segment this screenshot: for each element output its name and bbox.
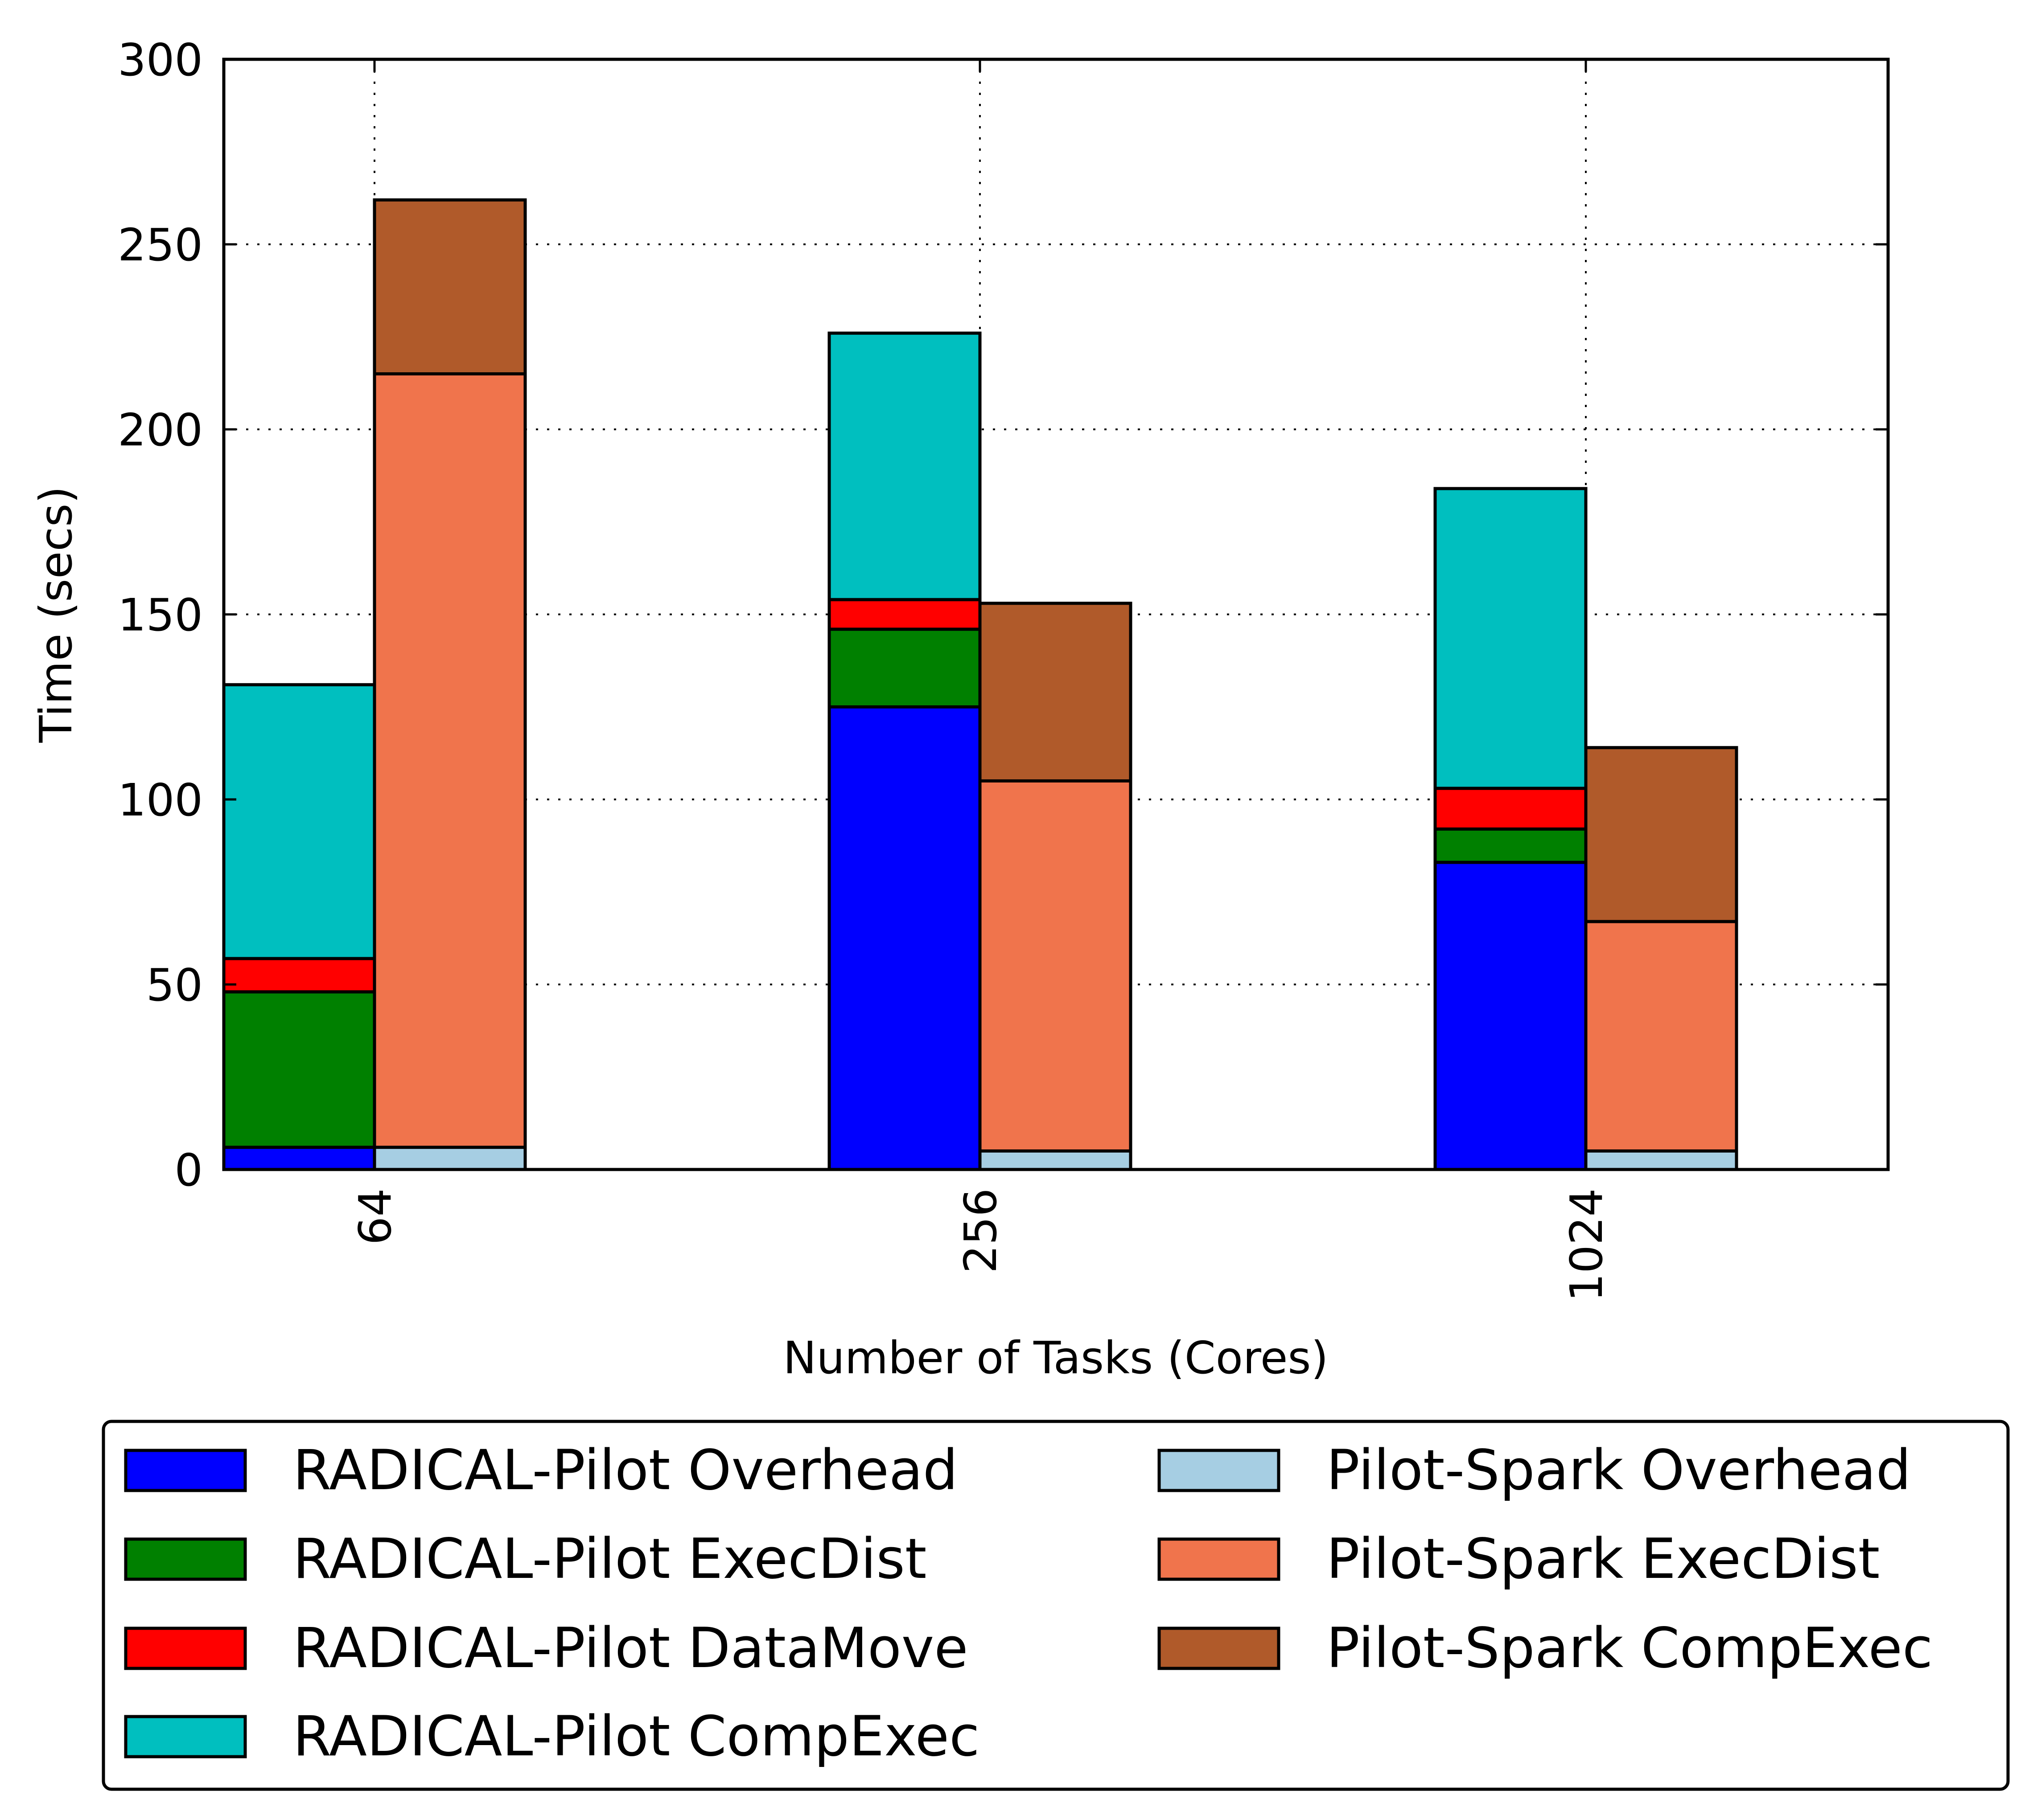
legend-label: RADICAL-Pilot DataMove (293, 1616, 968, 1680)
y-tick-label: 100 (118, 774, 203, 826)
bar-radical-pilot-overhead-64 (222, 1145, 376, 1171)
bar-radical-pilot-execdist-64 (222, 990, 376, 1149)
legend-label: RADICAL-Pilot Overhead (293, 1438, 958, 1503)
y-tick-labels: 0 50 100 150 200 250 300 (118, 34, 203, 1196)
legend-label: Pilot-Spark Overhead (1326, 1438, 1911, 1503)
y-tick-label: 50 (146, 959, 203, 1011)
x-tick-label: 256 (955, 1188, 1007, 1273)
bar-pilot-spark-overhead-256 (978, 1149, 1132, 1171)
legend-label: Pilot-Spark CompExec (1326, 1616, 1933, 1680)
legend-label: Pilot-Spark ExecDist (1326, 1527, 1880, 1591)
bar-radical-pilot-overhead-256 (827, 705, 982, 1171)
legend-label: RADICAL-Pilot CompExec (293, 1705, 979, 1769)
legend-frame (102, 1420, 2010, 1791)
y-tick-label: 200 (118, 404, 203, 456)
legend-swatch (1157, 1537, 1280, 1581)
bar-radical-pilot-datamove-256 (827, 598, 982, 631)
bar-radical-pilot-datamove-64 (222, 957, 376, 994)
x-tick-label: 1024 (1560, 1188, 1613, 1302)
y-tick-label: 300 (118, 34, 203, 86)
x-tick-labels: 64 256 1024 (349, 1188, 1613, 1302)
bar-pilot-spark-compexec-256 (978, 601, 1132, 782)
bar-pilot-spark-overhead-64 (373, 1145, 527, 1171)
legend-swatch (124, 1626, 247, 1670)
bar-pilot-spark-compexec-64 (373, 198, 527, 375)
bar-pilot-spark-execdist-1024 (1584, 920, 1738, 1153)
x-tick-label: 64 (349, 1188, 401, 1245)
y-tick-label: 150 (118, 589, 203, 641)
legend-swatch (1157, 1449, 1280, 1492)
legend: RADICAL-Pilot Overhead RADICAL-Pilot Exec… (102, 1420, 2010, 1791)
legend-swatch (124, 1449, 247, 1492)
bar-radical-pilot-execdist-256 (827, 627, 982, 708)
bar-radical-pilot-execdist-1024 (1433, 827, 1588, 864)
bar-radical-pilot-overhead-1024 (1433, 861, 1588, 1171)
legend-swatch (124, 1715, 247, 1758)
bars (222, 198, 1738, 1171)
bar-radical-pilot-datamove-1024 (1433, 786, 1588, 831)
y-tick-label: 250 (118, 219, 203, 271)
bar-pilot-spark-execdist-64 (373, 372, 527, 1149)
bar-pilot-spark-execdist-256 (978, 779, 1132, 1153)
axis-ticks (224, 58, 1888, 1171)
y-axis-label: Time (secs) (30, 486, 82, 743)
bar-pilot-spark-overhead-1024 (1584, 1149, 1738, 1171)
bar-radical-pilot-compexec-256 (827, 331, 982, 601)
legend-label: RADICAL-Pilot ExecDist (293, 1527, 926, 1591)
x-axis-label: Number of Tasks (Cores) (783, 1332, 1329, 1384)
bar-radical-pilot-compexec-1024 (1433, 487, 1588, 790)
legend-swatch (124, 1537, 247, 1581)
bar-pilot-spark-compexec-1024 (1584, 746, 1738, 923)
y-tick-label: 0 (174, 1144, 203, 1196)
legend-swatch (1157, 1626, 1280, 1670)
bar-radical-pilot-compexec-64 (222, 683, 376, 960)
